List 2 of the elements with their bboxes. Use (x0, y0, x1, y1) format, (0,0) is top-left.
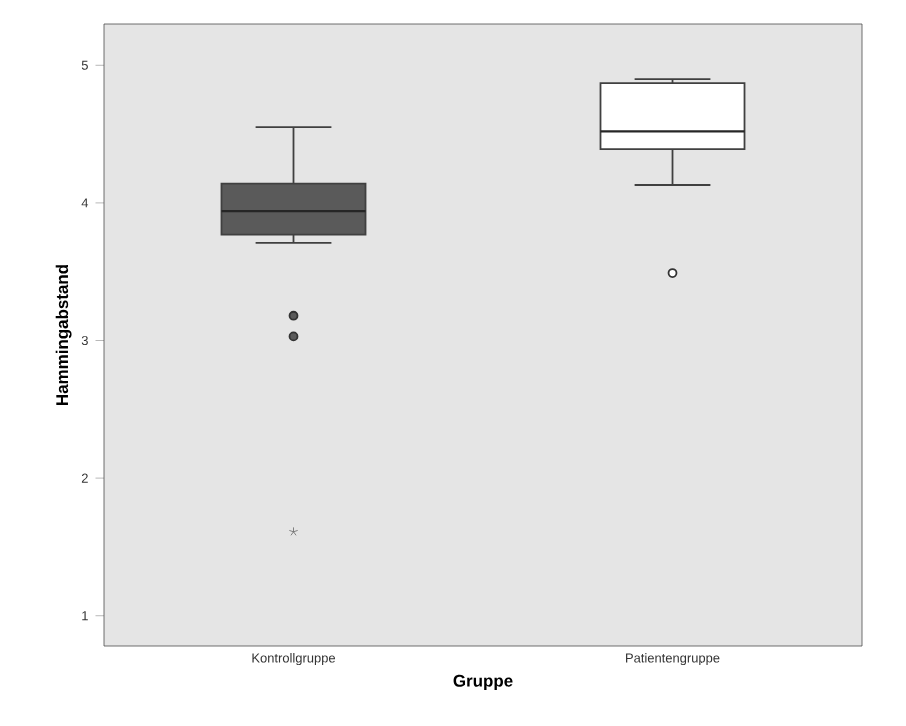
y-axis-title: Hammingabstand (55, 265, 72, 405)
x-axis-title: Gruppe (453, 674, 513, 691)
